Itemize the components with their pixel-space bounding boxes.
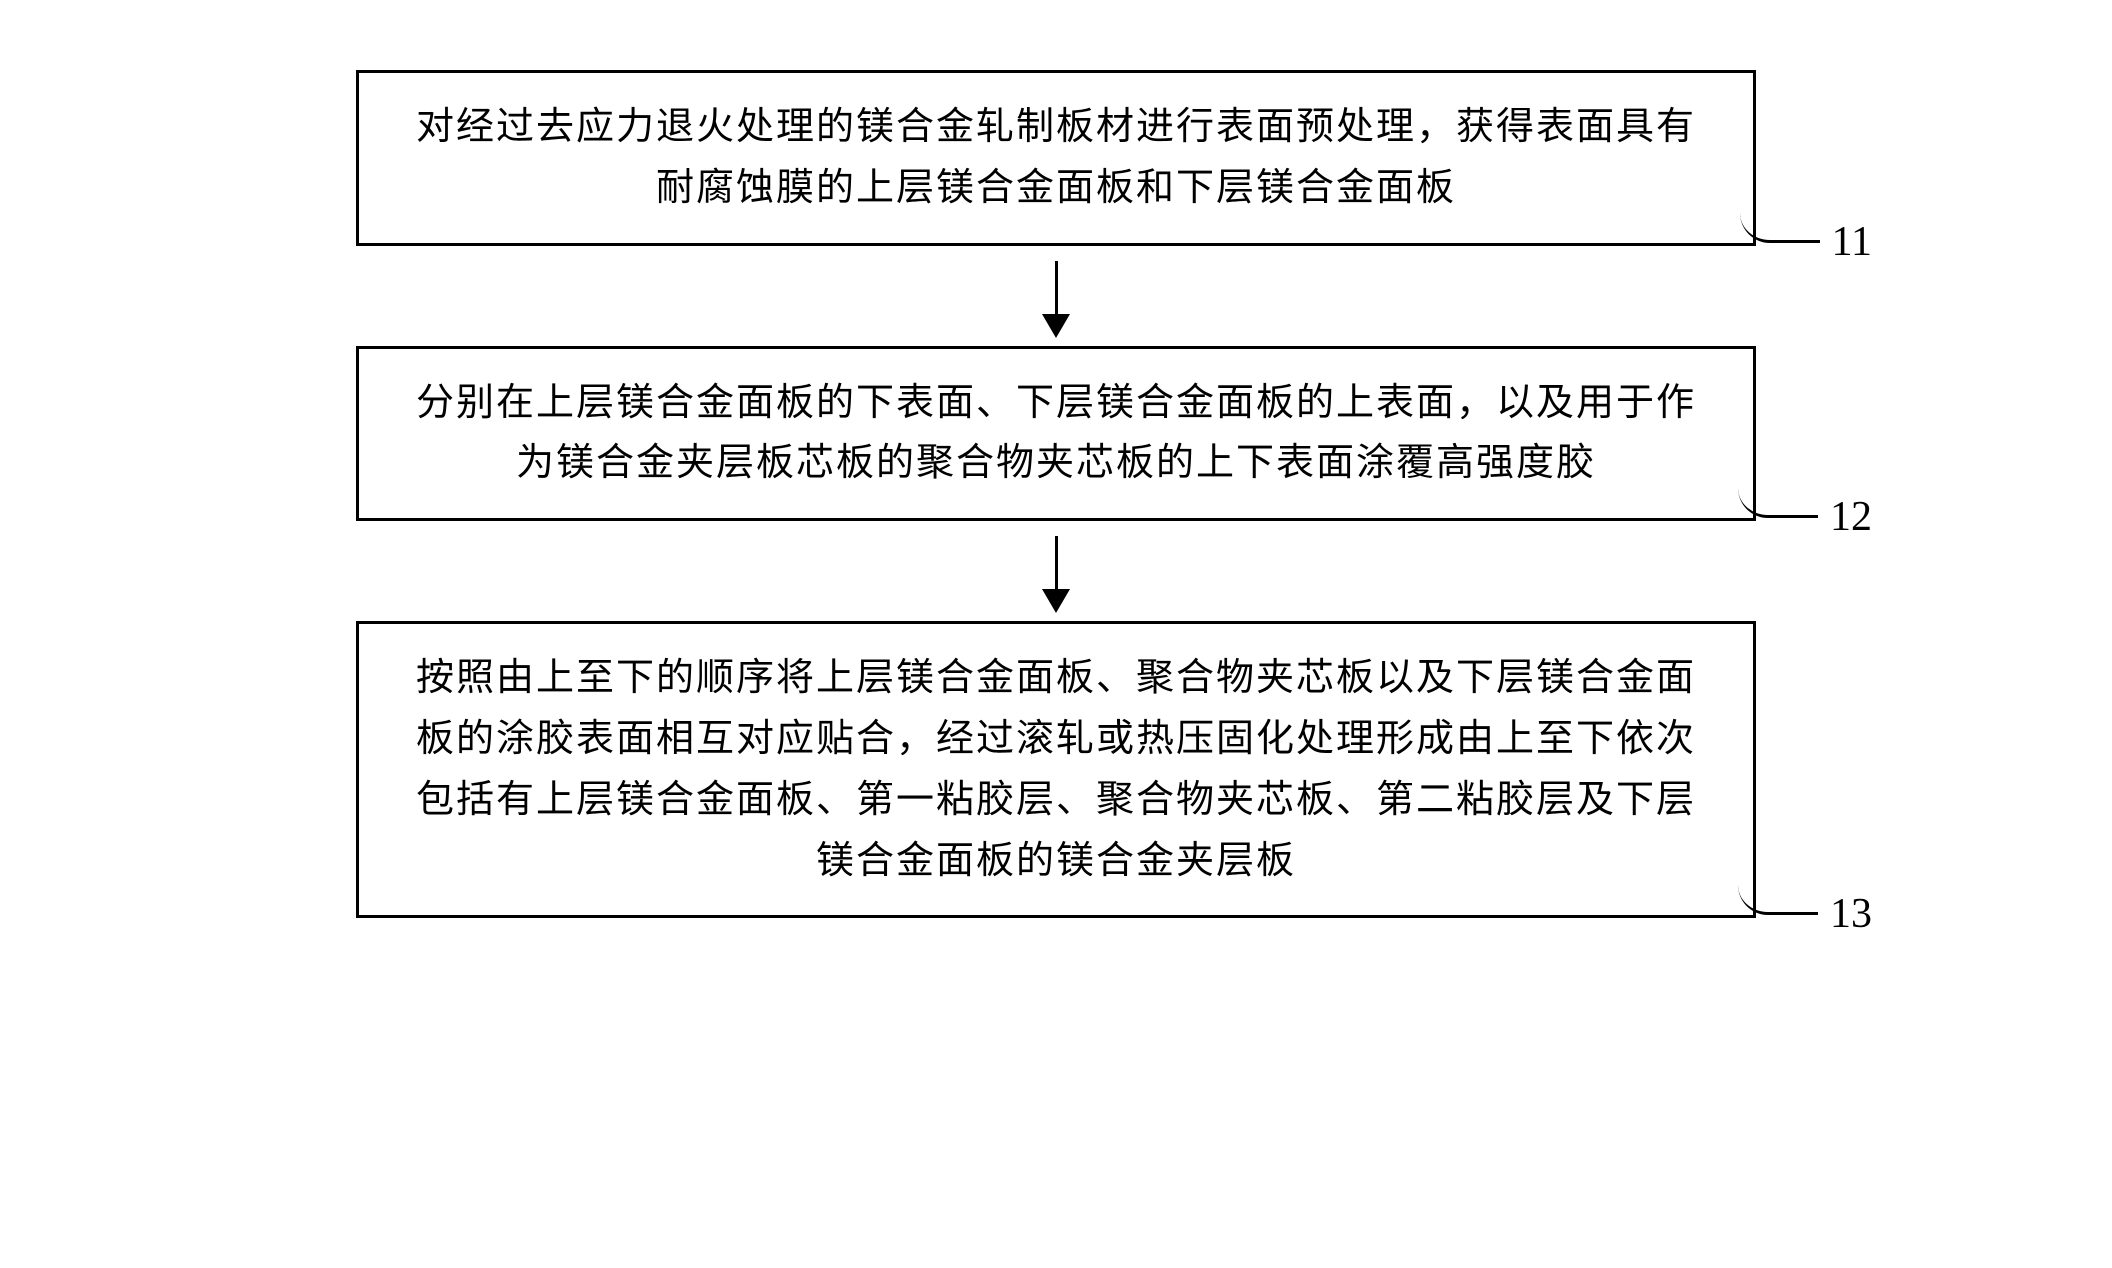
step-text-2: 分别在上层镁合金面板的下表面、下层镁合金面板的上表面，以及用于作为镁合金夹层板芯… — [416, 382, 1696, 485]
arrow-head-2 — [1042, 589, 1070, 613]
label-connector-1 — [1740, 213, 1820, 243]
step-container-2: 分别在上层镁合金面板的下表面、下层镁合金面板的上表面，以及用于作为镁合金夹层板芯… — [40, 346, 2072, 522]
step-text-1: 对经过去应力退火处理的镁合金轧制板材进行表面预处理，获得表面具有耐腐蚀膜的上层镁… — [416, 106, 1696, 209]
arrow-2 — [40, 521, 2072, 621]
label-connector-2 — [1738, 488, 1818, 518]
step-text-3: 按照由上至下的顺序将上层镁合金面板、聚合物夹芯板以及下层镁合金面板的涂胶表面相互… — [416, 657, 1696, 881]
step-box-2: 分别在上层镁合金面板的下表面、下层镁合金面板的上表面，以及用于作为镁合金夹层板芯… — [356, 346, 1756, 522]
step-container-1: 对经过去应力退火处理的镁合金轧制板材进行表面预处理，获得表面具有耐腐蚀膜的上层镁… — [40, 70, 2072, 246]
step-container-3: 按照由上至下的顺序将上层镁合金面板、聚合物夹芯板以及下层镁合金面板的涂胶表面相互… — [40, 621, 2072, 918]
arrow-head-1 — [1042, 314, 1070, 338]
step-label-3: 13 — [1738, 890, 1872, 938]
flowchart-container: 对经过去应力退火处理的镁合金轧制板材进行表面预处理，获得表面具有耐腐蚀膜的上层镁… — [40, 40, 2072, 918]
label-connector-3 — [1738, 885, 1818, 915]
step-box-1: 对经过去应力退火处理的镁合金轧制板材进行表面预处理，获得表面具有耐腐蚀膜的上层镁… — [356, 70, 1756, 246]
step-box-3: 按照由上至下的顺序将上层镁合金面板、聚合物夹芯板以及下层镁合金面板的涂胶表面相互… — [356, 621, 1756, 918]
step-number-3: 13 — [1830, 890, 1872, 938]
arrow-1 — [40, 246, 2072, 346]
